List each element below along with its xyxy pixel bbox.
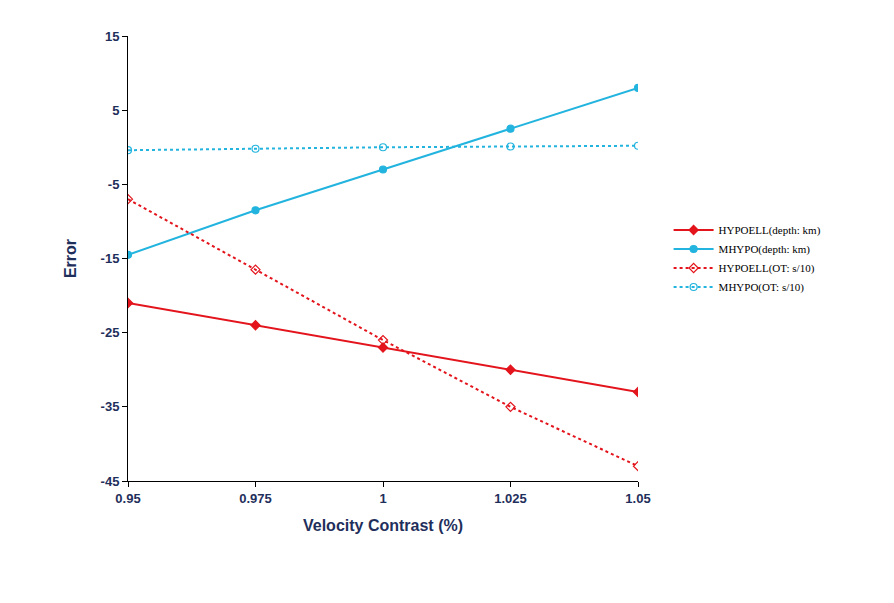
svg-text:1.05: 1.05 <box>625 491 650 506</box>
svg-text:-25: -25 <box>101 325 120 340</box>
svg-text:0.95: 0.95 <box>115 491 140 506</box>
svg-text:1: 1 <box>379 491 386 506</box>
svg-text:-35: -35 <box>101 399 120 414</box>
svg-text:HYPOELL(OT: s/10): HYPOELL(OT: s/10) <box>719 262 815 275</box>
svg-text:HYPOELL(depth: km): HYPOELL(depth: km) <box>719 224 821 237</box>
svg-text:5: 5 <box>112 103 119 118</box>
svg-text:-15: -15 <box>101 251 120 266</box>
svg-text:Velocity Contrast (%): Velocity Contrast (%) <box>303 517 463 534</box>
svg-text:-5: -5 <box>108 177 120 192</box>
svg-text:0.975: 0.975 <box>239 491 272 506</box>
svg-text:MHYPO(OT: s/10): MHYPO(OT: s/10) <box>719 281 805 294</box>
svg-text:1.025: 1.025 <box>494 491 527 506</box>
svg-text:15: 15 <box>105 29 119 44</box>
svg-text:Error: Error <box>62 239 79 278</box>
svg-text:MHYPO(depth: km): MHYPO(depth: km) <box>719 243 811 256</box>
svg-text:-45: -45 <box>101 474 120 489</box>
